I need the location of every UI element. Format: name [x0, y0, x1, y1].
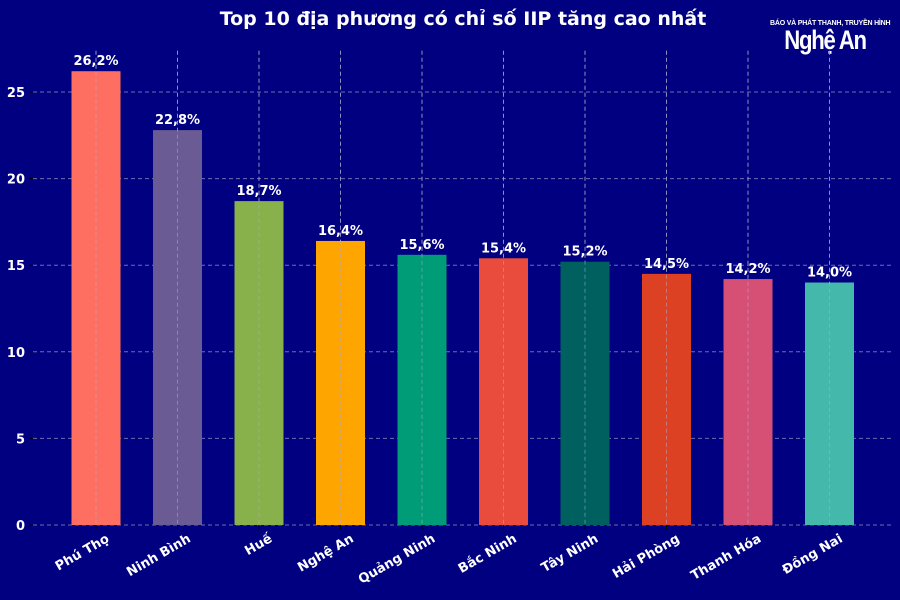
chart-title: Top 10 địa phương có chỉ số IIP tăng cao…: [219, 8, 707, 30]
nghe-an-logo: BÁO VÀ PHÁT THANH, TRUYỀN HÌNH Nghệ An: [770, 20, 891, 55]
x-category-label: Đồng Nai: [780, 531, 846, 578]
x-category-label: Ninh Bình: [124, 531, 193, 580]
y-tick-label: 15: [7, 259, 25, 274]
y-tick-label: 10: [7, 346, 25, 361]
x-category-label: Tây Ninh: [539, 531, 601, 576]
bar-value-label: 14,0%: [807, 266, 852, 281]
x-category-label: Hải Phòng: [610, 531, 682, 581]
bar: [642, 273, 691, 525]
y-tick-label: 25: [7, 86, 25, 101]
x-category-label: Phú Thọ: [53, 531, 112, 574]
y-tick-label: 5: [16, 432, 25, 447]
bar-value-label: 26,2%: [73, 54, 118, 69]
logo-subtitle: BÁO VÀ PHÁT THANH, TRUYỀN HÌNH: [770, 20, 891, 27]
bar-value-label: 22,8%: [155, 113, 200, 128]
x-category-label: Nghệ An: [295, 531, 356, 575]
y-tick-label: 20: [7, 173, 25, 188]
bar-value-label: 16,4%: [318, 224, 363, 239]
bar-value-label: 15,2%: [562, 245, 607, 260]
y-tick-label: 0: [16, 519, 25, 534]
bar-value-label: 15,6%: [399, 238, 444, 253]
logo-main: Nghệ An: [784, 25, 867, 55]
x-category-label: Quảng Ninh: [356, 531, 438, 587]
x-category-label: Huế: [242, 531, 275, 559]
x-category-label: Thanh Hóa: [689, 531, 764, 583]
x-category-label: Bắc Ninh: [456, 531, 520, 576]
